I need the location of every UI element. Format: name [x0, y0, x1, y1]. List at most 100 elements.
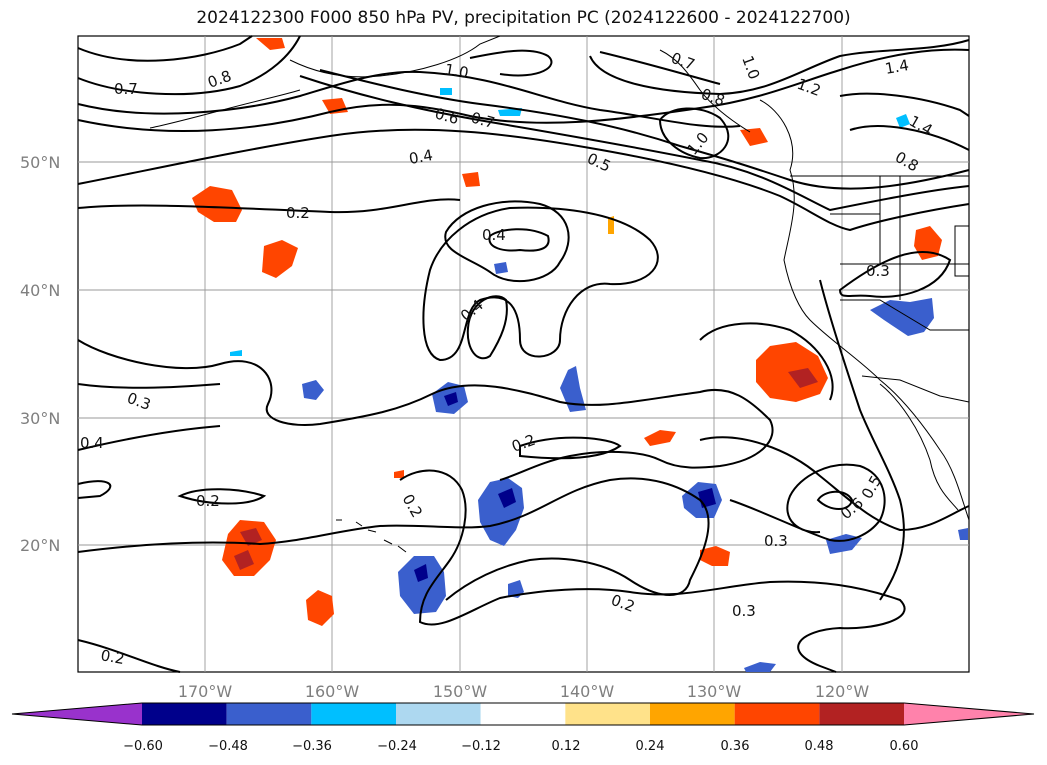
- lon-label-130w: 130°W: [687, 682, 742, 701]
- hawaii-islands: [336, 519, 407, 553]
- precip-negative: [230, 350, 242, 356]
- latitude-labels: 50°N 40°N 30°N 20°N: [20, 153, 60, 555]
- colorbar-tick: −0.48: [208, 739, 248, 754]
- precip-negative: [494, 262, 508, 274]
- contour-label: 0.3: [764, 532, 788, 550]
- gridlines: [78, 36, 969, 672]
- precip-positive: [394, 470, 404, 478]
- pv-contour: [699, 436, 970, 532]
- colorbar-segment: [480, 703, 566, 725]
- colorbar-segment: [396, 703, 481, 725]
- contour-label: 0.7: [469, 108, 497, 132]
- lon-label-160w: 160°W: [305, 682, 360, 701]
- pv-contour: [77, 425, 221, 451]
- precip-negative: [498, 108, 522, 116]
- pv-contour: [519, 436, 622, 460]
- colorbar-tick: −0.24: [377, 739, 417, 754]
- bc-islands: [659, 49, 751, 133]
- contour-label: 0.3: [866, 262, 890, 280]
- pv-contour: [77, 477, 710, 601]
- precip-negative: [560, 366, 586, 412]
- colorbar-tick: 0.24: [636, 739, 665, 754]
- contour-label: 0.6: [433, 104, 461, 128]
- precip-negative: [398, 556, 446, 614]
- north-america-coast: [759, 99, 970, 521]
- lat-label-20n: 20°N: [20, 536, 60, 555]
- precip-positive: [222, 520, 276, 576]
- pv-contour: [422, 206, 659, 362]
- lat-label-40n: 40°N: [20, 281, 60, 300]
- precip-positive: [740, 128, 768, 146]
- pv-contour: [839, 92, 970, 117]
- pv-contour: [658, 107, 730, 160]
- lon-label-170w: 170°W: [178, 682, 233, 701]
- pv-contour: [77, 383, 221, 389]
- pv-contour: [299, 75, 970, 212]
- precip-negative: [302, 380, 324, 400]
- precipitation-shading: [192, 38, 968, 672]
- map-frame: [77, 35, 970, 673]
- us-mexico-border: [861, 375, 970, 403]
- colorbar-tick: −0.12: [461, 739, 501, 754]
- colorbar-segment: [226, 703, 312, 725]
- contour-label: 0.2: [196, 492, 220, 510]
- baja-coast: [879, 383, 959, 511]
- contour-label: 0.7: [114, 80, 138, 98]
- pv-contour: [77, 198, 461, 214]
- longitude-labels: 170°W 160°W 150°W 140°W 130°W 120°W: [178, 682, 870, 701]
- contour-label: 0.4: [408, 146, 435, 168]
- map-title: 2024122300 F000 850 hPa PV, precipitatio…: [196, 8, 851, 28]
- pv-contour: [444, 200, 570, 283]
- pv-contour: [77, 35, 253, 62]
- colorbar: [11, 702, 1035, 726]
- pv-contour: [488, 228, 550, 252]
- pv-contour: [399, 469, 906, 673]
- lat-label-30n: 30°N: [20, 409, 60, 428]
- colorbar-segment: [904, 703, 1034, 725]
- precip-negative: [440, 88, 452, 95]
- precip-negative: [414, 564, 428, 582]
- colorbar-segment: [565, 703, 650, 725]
- precip-negative: [896, 114, 910, 128]
- pv-contour: [729, 463, 886, 542]
- precip-positive: [306, 590, 334, 626]
- colorbar-tick: −0.60: [123, 739, 163, 754]
- pv-contour: [816, 490, 854, 510]
- precip-negative: [498, 488, 516, 508]
- precip-positive: [234, 550, 254, 570]
- lon-label-150w: 150°W: [433, 682, 488, 701]
- pv-contour: [77, 128, 970, 232]
- precip-negative: [444, 392, 458, 406]
- colorbar-ticks: −0.60 −0.48 −0.36 −0.24 −0.12 0.12 0.24 …: [123, 739, 918, 754]
- pv-contour: [819, 279, 905, 601]
- colorbar-tick: −0.36: [292, 739, 332, 754]
- pv-contour: [466, 295, 508, 360]
- pv-contour: [599, 51, 721, 85]
- colorbar-outline: [11, 702, 1035, 726]
- colorbar-segment: [734, 703, 820, 725]
- colorbar-tick: 0.12: [552, 739, 581, 754]
- precip-positive: [608, 216, 614, 234]
- precip-positive: [644, 430, 676, 446]
- lon-label-140w: 140°W: [560, 682, 615, 701]
- pv-contour: [849, 125, 970, 151]
- pv-contour: [838, 251, 952, 298]
- pv-contour: [469, 49, 553, 77]
- colorbar-tick: 0.48: [805, 739, 834, 754]
- contour-label: 0.3: [732, 602, 756, 620]
- precip-positive: [788, 368, 818, 388]
- pv-contour: [77, 639, 181, 673]
- precip-negative: [958, 528, 968, 540]
- colorbar-segment: [12, 703, 142, 725]
- contour-label: 1.0: [443, 60, 470, 82]
- pv-contour: [77, 48, 970, 132]
- contour-label: 0.4: [482, 226, 506, 244]
- pv-contour: [77, 480, 112, 499]
- precip-positive: [256, 38, 285, 50]
- aleutians: [149, 89, 301, 129]
- colorbar-segment: [819, 703, 904, 725]
- lat-label-50n: 50°N: [20, 153, 60, 172]
- pv-contour: [699, 322, 834, 401]
- contour-label: 0.2: [99, 646, 126, 668]
- lon-label-120w: 120°W: [815, 682, 870, 701]
